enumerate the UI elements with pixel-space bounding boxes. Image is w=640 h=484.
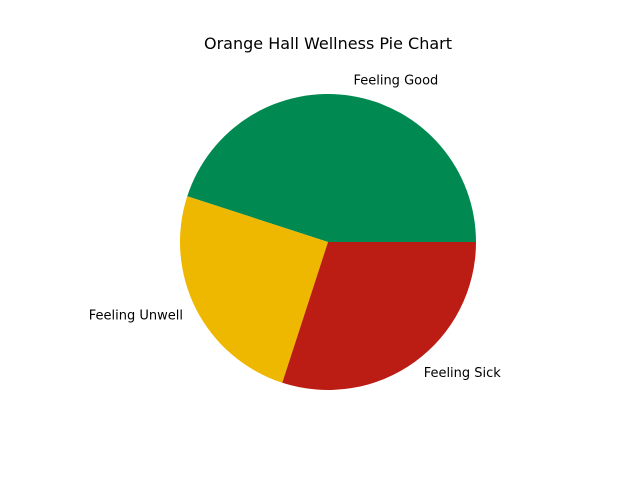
slice-label-feeling-good: Feeling Good bbox=[353, 74, 438, 89]
slice-label-feeling-unwell: Feeling Unwell bbox=[89, 308, 183, 323]
pie-slice-feeling-unwell bbox=[180, 196, 328, 383]
pie-slices bbox=[180, 93, 476, 390]
pie-slice-feeling-sick bbox=[282, 242, 476, 390]
slice-label-feeling-sick: Feeling Sick bbox=[424, 366, 502, 381]
slice-labels: Feeling Good Feeling Unwell Feeling Sick bbox=[89, 74, 502, 382]
chart-title: Orange Hall Wellness Pie Chart bbox=[204, 34, 452, 53]
pie-slice-feeling-good bbox=[187, 93, 476, 242]
